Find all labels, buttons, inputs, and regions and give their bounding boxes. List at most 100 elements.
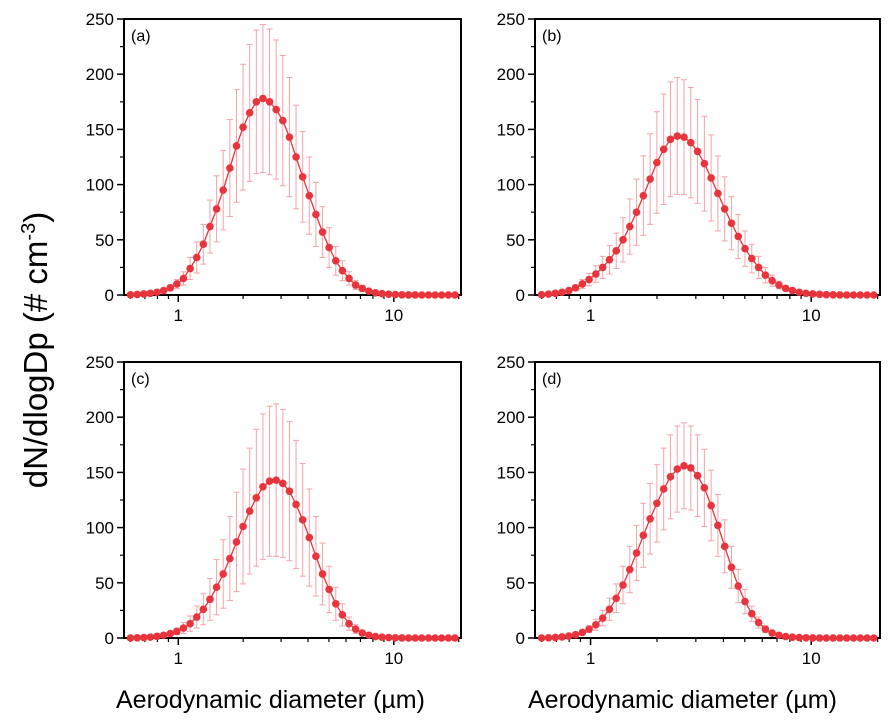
data-point	[565, 632, 573, 640]
data-point	[173, 627, 181, 636]
data-point	[232, 142, 241, 150]
data-point	[146, 289, 155, 298]
plot-frame	[123, 361, 462, 639]
data-point	[558, 633, 566, 641]
data-point	[720, 205, 729, 213]
series-line	[130, 97, 455, 296]
data-point	[312, 210, 320, 219]
data-point	[358, 284, 367, 293]
panel-label: (c)	[131, 371, 150, 388]
data-point	[272, 105, 280, 114]
data-point	[411, 634, 420, 642]
x-tick-label: 1	[586, 306, 595, 325]
data-point	[666, 135, 675, 144]
data-point	[192, 613, 201, 621]
data-point	[870, 634, 878, 642]
plot-frame	[534, 361, 881, 639]
x-tick-label: 1	[586, 649, 595, 668]
data-point	[424, 291, 433, 299]
data-point	[849, 291, 858, 299]
data-point	[680, 461, 688, 470]
data-point	[325, 243, 333, 252]
data-point	[775, 281, 783, 289]
data-point	[788, 633, 797, 642]
data-point	[126, 634, 135, 642]
data-point	[384, 633, 393, 642]
data-point	[133, 290, 142, 299]
data-point	[802, 289, 810, 298]
data-point	[351, 281, 360, 289]
data-point	[707, 174, 715, 182]
data-point	[646, 514, 654, 523]
panel-a: 0 50 100 150 200 250 1 10 (a)	[86, 10, 462, 325]
data-point	[815, 290, 824, 299]
data-point	[239, 522, 247, 531]
data-point	[418, 291, 426, 299]
y-tick-label: 100	[86, 176, 114, 195]
data-point	[226, 554, 234, 563]
data-point	[212, 205, 221, 213]
data-point	[761, 271, 770, 279]
data-point	[632, 549, 641, 557]
data-point	[272, 476, 280, 484]
data-point	[404, 634, 413, 642]
data-point	[371, 632, 380, 641]
data-point	[338, 266, 347, 275]
data-point	[741, 244, 749, 253]
data-point	[331, 599, 340, 608]
y-tick-label: 150	[86, 463, 114, 482]
x-tick-label: 10	[384, 649, 403, 668]
y-tick-label: 250	[497, 353, 525, 372]
data-point	[179, 624, 188, 632]
data-point	[292, 500, 300, 509]
data-point	[849, 634, 858, 642]
data-point	[795, 288, 804, 297]
y-tick-label: 200	[497, 65, 525, 84]
data-point	[856, 291, 865, 299]
y-tick-label: 50	[506, 574, 525, 593]
x-tick-label: 10	[802, 306, 821, 325]
data-point	[565, 286, 573, 295]
y-tick-label: 150	[497, 120, 525, 139]
data-point	[544, 633, 553, 642]
data-point	[444, 634, 453, 642]
data-point	[748, 254, 756, 263]
data-point	[232, 538, 241, 546]
data-point	[693, 471, 702, 480]
data-point	[625, 565, 634, 574]
data-point	[605, 255, 614, 264]
data-point	[856, 634, 865, 642]
data-point	[338, 611, 347, 619]
data-point	[133, 633, 142, 642]
data-point	[802, 633, 810, 642]
data-point	[578, 280, 587, 288]
y-tick-label: 200	[86, 408, 114, 427]
y-tick-label: 150	[497, 463, 525, 482]
data-point	[680, 133, 688, 141]
data-point	[153, 632, 161, 641]
data-point	[836, 291, 844, 299]
y-tick-label: 0	[516, 286, 525, 305]
data-point	[551, 633, 560, 642]
data-point	[126, 290, 135, 299]
data-point	[863, 634, 871, 642]
data-point	[537, 290, 546, 299]
data-point	[842, 291, 851, 299]
y-tick-label: 0	[105, 286, 114, 305]
data-point	[639, 531, 648, 540]
data-point	[727, 563, 736, 572]
data-point	[431, 291, 439, 299]
x-tick-label: 1	[174, 649, 183, 668]
data-point	[206, 222, 214, 231]
data-point	[179, 274, 188, 283]
data-point	[761, 625, 770, 633]
data-point	[646, 175, 654, 183]
y-tick-label: 0	[105, 629, 114, 648]
data-point	[431, 634, 439, 642]
data-point	[578, 628, 587, 637]
data-point	[768, 276, 776, 285]
data-point	[345, 274, 353, 283]
data-point	[700, 484, 709, 492]
data-point	[298, 173, 307, 181]
